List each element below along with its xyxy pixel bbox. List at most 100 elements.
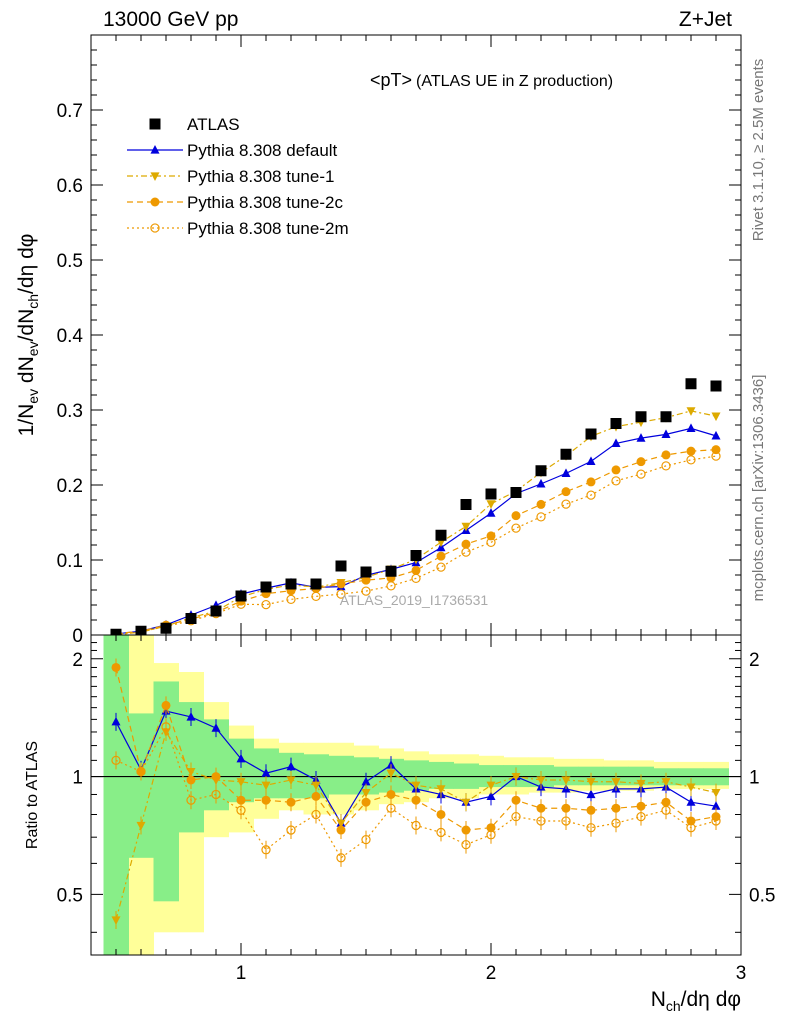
y-tick-label: 0.1 <box>57 551 83 572</box>
legend-label: ATLAS <box>187 115 240 134</box>
data-point <box>510 487 522 498</box>
data-point <box>560 448 572 460</box>
ratio-point <box>661 778 671 787</box>
ratio-point <box>686 823 696 833</box>
ratio-point <box>686 783 696 793</box>
series-line-4 <box>115 455 717 635</box>
ratio-point <box>461 839 471 850</box>
y-tick-label: 0.4 <box>57 326 84 347</box>
ratio-point <box>411 820 421 831</box>
ratio-y-tick-label-right: 2 <box>749 650 760 671</box>
data-point <box>461 522 471 532</box>
data-point <box>411 573 421 584</box>
data-point <box>385 565 397 577</box>
ratio-point <box>611 778 621 787</box>
ratio-point <box>236 795 246 805</box>
data-point <box>285 578 297 590</box>
x-tick-label: 1 <box>236 963 247 984</box>
legend-marker <box>150 197 160 207</box>
data-point <box>536 499 546 509</box>
legend-marker <box>150 145 160 154</box>
ratio-point <box>186 775 196 785</box>
data-point <box>535 465 547 477</box>
main-panel: 0 0.1 0.2 0.3 0.4 0.5 0.6 0.7 <pT> (ATLAS UE in… <box>15 34 742 647</box>
ratio-point <box>286 825 296 835</box>
data-point <box>610 418 622 429</box>
ratio-point <box>111 755 121 766</box>
x-tick-label: 3 <box>736 963 747 984</box>
data-point <box>686 446 696 456</box>
ratio-point <box>311 781 321 791</box>
ratio-point <box>136 821 146 831</box>
ratio-y-tick-label: 1 <box>72 768 83 789</box>
ratio-point <box>536 816 546 826</box>
data-point <box>711 445 721 455</box>
data-point <box>661 429 671 438</box>
data-point <box>486 537 496 548</box>
chart-subtitle: (ATLAS UE in Z production) <box>416 73 613 90</box>
data-point <box>661 450 671 460</box>
ratio-point <box>211 723 221 732</box>
ratio-point <box>186 795 196 805</box>
ratio-point <box>586 789 596 799</box>
ratio-point <box>211 772 221 782</box>
data-point <box>686 455 696 465</box>
data-point <box>711 451 721 461</box>
uncertainty-band-green <box>128 713 154 858</box>
data-point <box>386 581 396 591</box>
y-tick-label: 0.7 <box>57 101 83 122</box>
ratio-point <box>711 801 721 810</box>
ratio-point <box>261 781 271 791</box>
ratio-point <box>361 776 371 786</box>
data-point <box>586 490 596 500</box>
data-point <box>410 550 422 561</box>
ratio-point <box>561 776 571 785</box>
ratio-point <box>486 830 496 840</box>
legend-label: Pythia 8.308 tune-2c <box>187 193 343 212</box>
ratio-ylabel: Ratio to ATLAS <box>24 741 41 849</box>
legend-label: Pythia 8.308 default <box>187 141 338 160</box>
ratio-point <box>261 768 271 777</box>
data-point <box>686 423 696 432</box>
ratio-point <box>686 797 696 806</box>
ratio-point <box>361 834 371 845</box>
ratio-point <box>411 795 421 805</box>
data-point <box>436 551 446 561</box>
data-point <box>636 469 646 479</box>
data-point <box>611 476 621 486</box>
x-tick-label: 2 <box>486 963 497 984</box>
data-point <box>486 500 496 509</box>
data-point <box>711 412 721 422</box>
ratio-point <box>186 712 196 721</box>
ratio-point <box>586 823 596 833</box>
analysis-watermark: ATLAS_2019_I1736531 <box>340 592 489 608</box>
data-point <box>286 594 296 605</box>
ratio-point <box>511 772 521 782</box>
ratio-point <box>436 809 446 819</box>
data-point <box>661 461 671 471</box>
y-tick-label: 0.2 <box>57 476 83 497</box>
ratio-point <box>711 816 721 826</box>
data-point <box>361 575 371 585</box>
legend-label: Pythia 8.308 tune-2m <box>187 219 349 238</box>
data-point <box>210 605 222 617</box>
ratio-point <box>311 809 321 820</box>
ratio-point <box>636 801 646 811</box>
ratio-point <box>536 776 546 785</box>
data-point <box>561 487 571 497</box>
ratio-point <box>236 805 246 815</box>
ratio-point <box>486 781 496 791</box>
data-point <box>611 465 621 475</box>
legend-marker <box>149 118 161 130</box>
ratio-y-tick-label-right: 1 <box>749 768 760 789</box>
data-point <box>235 590 247 602</box>
data-point <box>486 508 496 517</box>
data-point <box>485 488 497 500</box>
ratio-point <box>161 700 171 710</box>
ratio-point <box>311 791 321 801</box>
ratio-point <box>436 827 446 838</box>
ratio-point <box>286 797 296 807</box>
data-point <box>585 428 597 440</box>
data-point <box>536 512 546 522</box>
chart-title: <pT> <box>370 70 412 90</box>
